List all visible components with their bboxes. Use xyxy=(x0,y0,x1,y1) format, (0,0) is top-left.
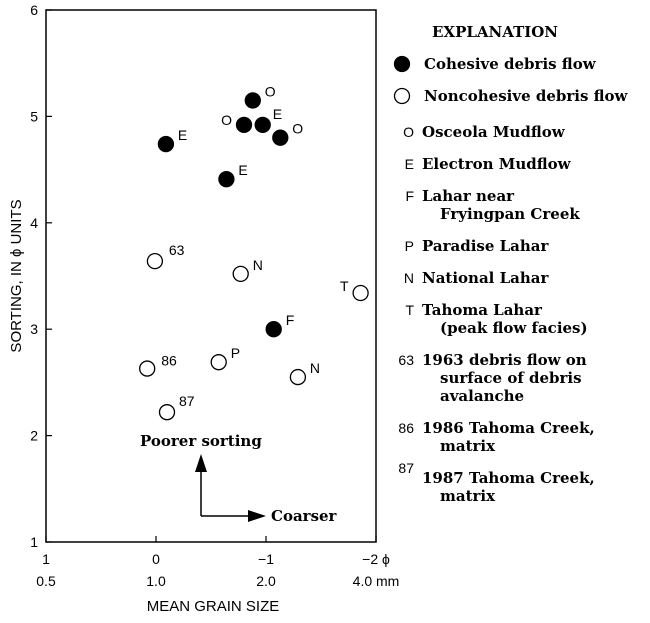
plot-frame xyxy=(45,9,377,543)
legend-code-description: surface of debris xyxy=(440,369,582,387)
cohesive-point xyxy=(265,321,282,338)
legend-code: N xyxy=(404,270,414,286)
y-axis-title: SORTING, IN ϕ UNITS xyxy=(8,199,25,352)
legend-marker xyxy=(393,87,411,105)
x-axis-title: MEAN GRAIN SIZE xyxy=(147,598,280,615)
legend: EXPLANATION Cohesive debris flow Noncohes… xyxy=(393,23,629,505)
y-tick-label: 5 xyxy=(30,108,38,124)
legend-code-description: Osceola Mudflow xyxy=(422,123,566,141)
legend-code: P xyxy=(405,238,414,254)
noncohesive-point xyxy=(289,368,307,386)
legend-code-description: Fryingpan Creek xyxy=(440,205,580,223)
legend-code-description: Lahar near xyxy=(422,187,515,205)
x-axis-ticks: 1 0 −1 −2 ϕ 0.5 1.0 2.0 4.0 mm xyxy=(36,536,399,589)
y-tick-label: 6 xyxy=(30,2,38,18)
legend-label: Noncohesive debris flow xyxy=(424,87,629,105)
arrow-up-icon xyxy=(195,454,207,472)
legend-code-description: avalanche xyxy=(440,387,524,405)
legend-code-description: Electron Mudflow xyxy=(422,155,572,173)
legend-code: 87 xyxy=(398,460,414,476)
point-label: E xyxy=(178,127,187,143)
x-tick-label-mm: 0.5 xyxy=(36,573,56,589)
y-tick-label: 2 xyxy=(30,428,38,444)
x-tick-label-mm: 4.0 mm xyxy=(353,573,400,589)
point-label: 63 xyxy=(169,242,185,258)
noncohesive-point xyxy=(158,404,176,421)
legend-code: F xyxy=(405,188,414,204)
noncohesive-point xyxy=(210,354,227,371)
point-label: O xyxy=(221,112,232,128)
point-label: 86 xyxy=(161,353,177,369)
point-label: O xyxy=(292,121,303,137)
noncohesive-point xyxy=(139,360,156,377)
legend-title: EXPLANATION xyxy=(432,23,558,41)
point-label: E xyxy=(238,162,247,178)
cohesive-point xyxy=(218,171,235,188)
point-label: P xyxy=(231,345,240,361)
point-label: F xyxy=(286,312,295,328)
point-label: T xyxy=(340,278,349,294)
poorer-sorting-label: Poorer sorting xyxy=(140,432,262,450)
legend-code-description: Tahoma Lahar xyxy=(422,301,543,319)
legend-code: E xyxy=(405,156,414,172)
legend-code: O xyxy=(403,124,414,140)
noncohesive-point xyxy=(232,265,249,283)
legend-code-description: National Lahar xyxy=(422,269,549,287)
noncohesive-point xyxy=(146,252,164,270)
x-tick-label-phi: 0 xyxy=(152,551,160,567)
legend-label: Cohesive debris flow xyxy=(424,55,597,73)
cohesive-point xyxy=(272,129,289,146)
legend-code: T xyxy=(405,302,414,318)
legend-code-description: matrix xyxy=(440,487,496,505)
cohesive-point xyxy=(244,92,261,109)
coarser-label: Coarser xyxy=(271,507,338,525)
legend-code: 63 xyxy=(398,352,414,368)
legend-code-description: 1987 Tahoma Creek, xyxy=(422,469,595,487)
point-label: 87 xyxy=(179,393,195,409)
legend-code-description: 1963 debris flow on xyxy=(422,351,587,369)
arrow-right-icon xyxy=(248,510,266,522)
noncohesive-point xyxy=(352,284,369,302)
legend-code-description: Paradise Lahar xyxy=(422,237,550,255)
cohesive-point xyxy=(157,135,175,153)
x-tick-label-mm: 1.0 xyxy=(146,573,166,589)
cohesive-point xyxy=(254,116,271,134)
y-axis-ticks: 1 2 3 4 5 6 xyxy=(30,2,52,550)
y-tick-label: 3 xyxy=(30,321,38,337)
legend-code-description: (peak flow facies) xyxy=(440,319,588,337)
legend-code-description: 1986 Tahoma Creek, xyxy=(422,419,595,437)
point-label: N xyxy=(310,360,320,376)
point-label: N xyxy=(253,257,263,273)
poorer-sorting-annotation: Poorer sorting Coarser xyxy=(140,432,338,525)
legend-marker xyxy=(393,55,411,73)
x-tick-label-mm: 2.0 xyxy=(256,573,276,589)
x-tick-label-phi: −1 xyxy=(258,551,274,567)
cohesive-point xyxy=(235,116,253,134)
point-label: O xyxy=(265,83,276,99)
x-tick-label-phi: −2 ϕ xyxy=(362,551,390,567)
y-tick-label: 1 xyxy=(30,534,38,550)
x-tick-label-phi: 1 xyxy=(42,551,50,567)
legend-code: 86 xyxy=(398,420,414,436)
legend-code-description: matrix xyxy=(440,437,496,455)
y-tick-label: 4 xyxy=(30,215,38,231)
point-label: E xyxy=(273,106,282,122)
